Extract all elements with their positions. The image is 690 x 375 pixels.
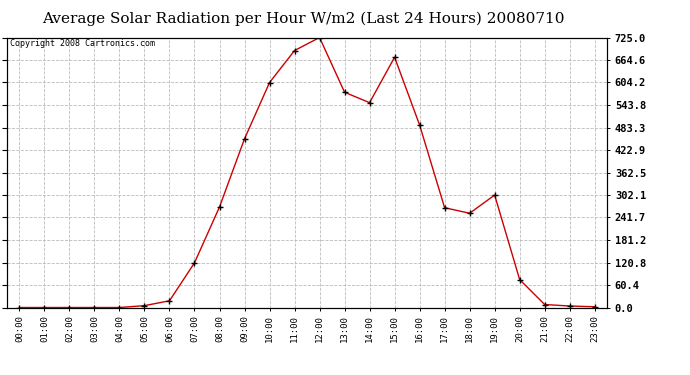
Text: Copyright 2008 Cartronics.com: Copyright 2008 Cartronics.com — [10, 39, 155, 48]
Text: Average Solar Radiation per Hour W/m2 (Last 24 Hours) 20080710: Average Solar Radiation per Hour W/m2 (L… — [42, 11, 565, 26]
